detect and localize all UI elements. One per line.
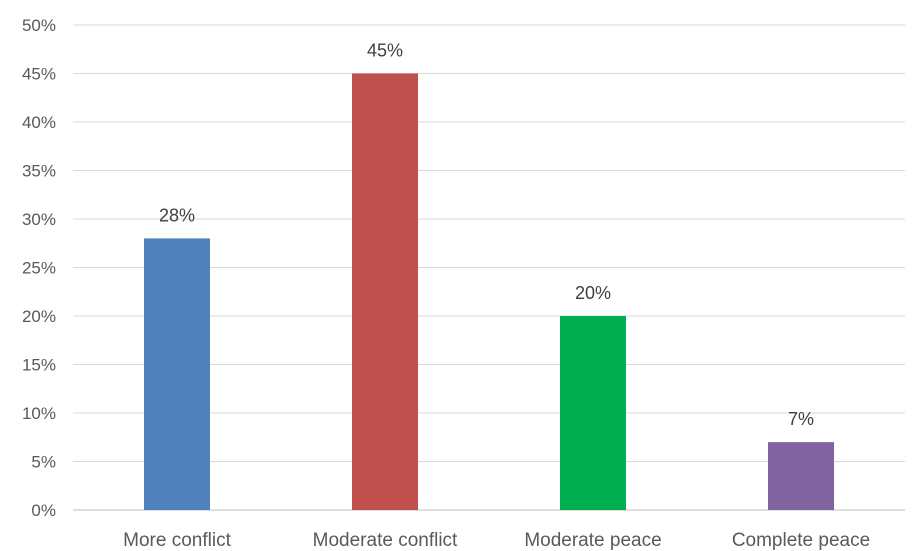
bars bbox=[144, 73, 834, 510]
y-tick-label: 0% bbox=[31, 501, 56, 520]
data-label: 28% bbox=[159, 205, 195, 225]
y-tick-label: 45% bbox=[22, 65, 56, 84]
y-tick-label: 20% bbox=[22, 307, 56, 326]
y-tick-label: 5% bbox=[31, 453, 56, 472]
x-axis-category-labels: More conflict Moderate conflict Moderate p… bbox=[123, 530, 870, 551]
x-category-label: More conflict bbox=[123, 530, 231, 551]
data-labels: 28% 45% 20% 7% bbox=[159, 41, 814, 430]
y-tick-label: 40% bbox=[22, 113, 56, 132]
bar-moderate-peace bbox=[560, 316, 626, 510]
y-tick-label: 30% bbox=[22, 210, 56, 229]
x-category-label: Moderate peace bbox=[524, 530, 661, 551]
y-tick-label: 50% bbox=[22, 16, 56, 35]
data-label: 45% bbox=[367, 41, 403, 61]
data-label: 20% bbox=[575, 283, 611, 303]
bar-moderate-conflict bbox=[352, 73, 418, 510]
gridlines bbox=[73, 24, 905, 511]
data-label: 7% bbox=[788, 409, 814, 429]
y-axis-tick-labels: 0% 5% 10% 15% 20% 25% 30% 35% 40% 45% 50% bbox=[22, 16, 56, 520]
bar-more-conflict bbox=[144, 238, 210, 510]
y-tick-label: 10% bbox=[22, 404, 56, 423]
y-tick-label: 35% bbox=[22, 162, 56, 181]
y-tick-label: 25% bbox=[22, 259, 56, 278]
x-category-label: Complete peace bbox=[732, 530, 870, 551]
x-category-label: Moderate conflict bbox=[313, 530, 458, 551]
bar-complete-peace bbox=[768, 442, 834, 510]
y-tick-label: 15% bbox=[22, 356, 56, 375]
